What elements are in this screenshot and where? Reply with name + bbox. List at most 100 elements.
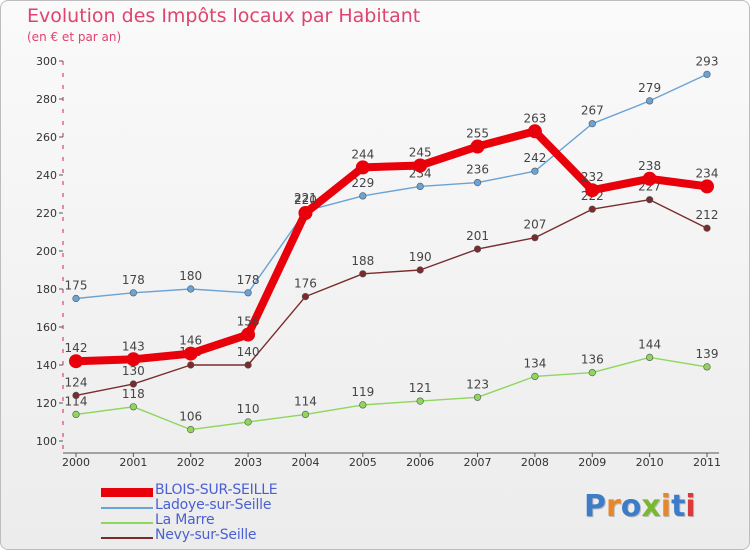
data-label-blois-sur-seille: 232 <box>581 170 604 184</box>
data-point-ladoye-sur-seille <box>588 120 596 128</box>
data-label-nevy-sur-seille: 190 <box>409 250 432 264</box>
data-point-blois-sur-seille <box>355 160 370 175</box>
data-label-ladoye-sur-seille: 279 <box>638 81 661 95</box>
series-line-nevy-sur-seille <box>75 198 708 397</box>
y-tick-label: 160 <box>36 321 57 334</box>
y-tick-label: 300 <box>36 55 57 68</box>
data-point-nevy-sur-seille <box>244 361 252 369</box>
data-label-la-marre: 119 <box>351 385 374 399</box>
data-point-la-marre <box>187 426 195 434</box>
data-point-la-marre <box>301 410 310 419</box>
data-label-blois-sur-seille: 234 <box>696 166 719 180</box>
legend-item-blois-sur-seille[interactable]: BLOIS-SUR-SEILLE <box>101 482 321 500</box>
data-point-nevy-sur-seille <box>129 380 137 388</box>
data-point-blois-sur-seille <box>585 183 600 198</box>
data-point-ladoye-sur-seille <box>531 167 539 175</box>
x-tick-label: 2005 <box>349 456 377 469</box>
x-tick-label: 2001 <box>119 456 147 469</box>
data-label-blois-sur-seille: 245 <box>409 146 432 160</box>
data-point-la-marre <box>531 372 539 381</box>
data-label-ladoye-sur-seille: 267 <box>581 104 604 118</box>
x-tick-label: 2002 <box>177 456 205 469</box>
legend-item-nevy-sur-seille[interactable]: Nevy-sur-Seille <box>101 527 321 545</box>
data-point-ladoye-sur-seille <box>646 97 654 105</box>
legend-item-ladoye-sur-seille[interactable]: Ladoye-sur-Seille <box>101 497 321 515</box>
data-label-ladoye-sur-seille: 234 <box>409 166 432 180</box>
data-label-ladoye-sur-seille: 236 <box>466 163 489 177</box>
data-label-la-marre: 121 <box>409 381 432 395</box>
data-label-blois-sur-seille: 238 <box>638 159 661 173</box>
data-label-la-marre: 110 <box>237 402 260 416</box>
data-point-nevy-sur-seille <box>646 196 654 204</box>
data-point-nevy-sur-seille <box>187 361 195 369</box>
y-tick-label: 260 <box>36 131 57 144</box>
data-point-la-marre <box>646 353 654 362</box>
x-tick-label: 2004 <box>291 456 319 469</box>
y-tick-label: 180 <box>36 283 57 296</box>
data-label-nevy-sur-seille: 201 <box>466 229 489 243</box>
x-tick-label: 2008 <box>521 456 549 469</box>
data-point-ladoye-sur-seille <box>72 294 80 303</box>
data-point-la-marre <box>359 401 367 409</box>
data-point-la-marre <box>72 410 80 419</box>
data-point-blois-sur-seille <box>470 139 485 154</box>
data-label-la-marre: 144 <box>638 337 661 351</box>
y-tick-label: 200 <box>36 245 57 258</box>
data-point-ladoye-sur-seille <box>129 289 137 297</box>
legend-swatch <box>101 537 153 539</box>
legend-item-la-marre[interactable]: La Marre <box>101 512 321 530</box>
data-label-blois-sur-seille: 220 <box>294 193 317 207</box>
data-label-blois-sur-seille: 143 <box>122 339 145 353</box>
data-point-blois-sur-seille <box>642 171 657 186</box>
data-point-ladoye-sur-seille <box>416 182 424 190</box>
data-label-ladoye-sur-seille: 293 <box>696 54 719 68</box>
data-label-nevy-sur-seille: 176 <box>294 277 317 291</box>
data-label-nevy-sur-seille: 212 <box>696 208 719 222</box>
data-point-nevy-sur-seille <box>703 224 711 232</box>
data-label-blois-sur-seille: 142 <box>65 341 88 355</box>
data-point-la-marre <box>473 393 482 401</box>
data-label-la-marre: 106 <box>179 410 202 424</box>
data-point-ladoye-sur-seille <box>244 289 252 297</box>
x-tick-label: 2003 <box>234 456 262 469</box>
data-point-nevy-sur-seille <box>301 293 310 301</box>
data-point-blois-sur-seille <box>413 158 428 173</box>
data-point-ladoye-sur-seille <box>473 179 482 187</box>
data-label-nevy-sur-seille: 188 <box>351 254 374 268</box>
y-tick-label: 140 <box>36 359 57 372</box>
legend-label: BLOIS-SUR-SEILLE <box>155 482 278 498</box>
data-point-blois-sur-seille <box>527 124 542 139</box>
data-label-blois-sur-seille: 146 <box>179 334 202 348</box>
data-label-nevy-sur-seille: 140 <box>237 345 260 359</box>
x-tick-label: 2007 <box>464 456 492 469</box>
data-point-ladoye-sur-seille <box>359 192 367 200</box>
data-label-nevy-sur-seille: 124 <box>65 375 88 389</box>
data-label-blois-sur-seille: 244 <box>351 147 374 161</box>
data-point-blois-sur-seille <box>183 346 198 361</box>
data-point-blois-sur-seille <box>126 352 141 367</box>
x-tick-label: 2009 <box>578 456 606 469</box>
data-point-nevy-sur-seille <box>416 266 424 274</box>
data-label-ladoye-sur-seille: 242 <box>523 151 546 165</box>
legend-label: Nevy-sur-Seille <box>155 527 257 543</box>
x-tick-label: 2000 <box>62 456 90 469</box>
chart-legend: BLOIS-SUR-SEILLE Ladoye-sur-Seille La Marr… <box>101 482 321 545</box>
data-label-la-marre: 114 <box>294 394 317 408</box>
data-point-ladoye-sur-seille <box>703 70 711 78</box>
chart-subtitle: (en € et par an) <box>27 30 122 44</box>
y-tick-label: 220 <box>36 207 57 220</box>
proxiti-logo: Proxiti <box>584 489 696 524</box>
data-point-blois-sur-seille <box>700 179 714 194</box>
x-tick-label: 2010 <box>636 456 664 469</box>
legend-swatch <box>101 507 153 509</box>
data-point-la-marre <box>244 418 252 426</box>
series-line-blois-sur-seille <box>72 127 711 366</box>
data-point-nevy-sur-seille <box>588 205 596 213</box>
data-label-la-marre: 139 <box>696 347 719 361</box>
series-line-la-marre <box>75 356 708 431</box>
data-point-la-marre <box>703 363 711 371</box>
series-line-ladoye-sur-seille <box>75 73 708 300</box>
y-tick-label: 240 <box>36 169 57 182</box>
data-label-blois-sur-seille: 156 <box>237 315 260 329</box>
data-label-la-marre: 136 <box>581 353 604 367</box>
